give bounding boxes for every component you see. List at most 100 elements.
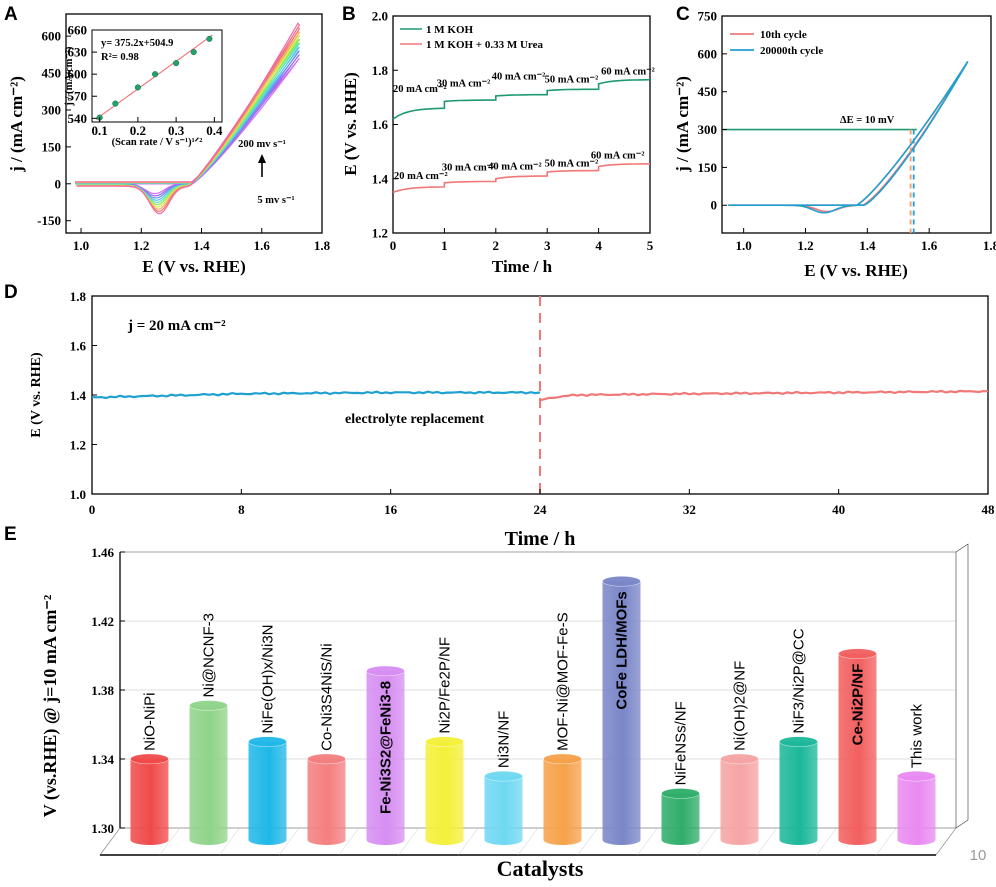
e-right-wall — [955, 543, 969, 829]
panel-a-x-label-4: 1.8 — [314, 238, 331, 253]
panel-a-y-label-5: 600 — [42, 29, 62, 44]
bar-cap-12 — [838, 648, 877, 659]
panel-b-y-label-1: 1.4 — [372, 171, 389, 186]
panel-b-x-label-0: 0 — [390, 238, 397, 253]
e-floor-line-11 — [756, 827, 778, 856]
panel-label-c: C — [676, 4, 690, 25]
category-label-8: CoFe LDH/MOFs — [614, 591, 631, 709]
series-urea-line — [392, 163, 651, 194]
series-after-line — [539, 389, 989, 402]
e-floor-line-5 — [398, 827, 419, 856]
category-label-2: NiFe(OH)x/Ni3N — [260, 625, 277, 734]
step-label-bottom-0: 20 mA cm⁻² — [394, 171, 448, 182]
panel-a-frame — [65, 13, 323, 234]
panel-b-y-label: E (V vs. RHE) — [341, 72, 360, 176]
panel-d-annotation: electrolyte replacement — [345, 412, 484, 427]
panel-e-y-label-3: 1.42 — [91, 614, 114, 629]
panel-e-y-label: V (vs.RHE) @ j=10 mA cm⁻² — [40, 595, 61, 818]
inset-point-5 — [190, 49, 197, 56]
panel-b-x-label-3: 3 — [544, 238, 551, 253]
series-before-line — [91, 390, 541, 400]
e-floor-line-2 — [219, 827, 240, 856]
panel-a-y-label-4: 450 — [42, 66, 62, 81]
panel-b-y-label-4: 2.0 — [372, 9, 388, 24]
cv-curve-9 — [75, 22, 301, 215]
panel-d-x-label-6: 48 — [982, 502, 996, 517]
panel-d-y-label-4: 1.8 — [70, 289, 87, 304]
bar-5 — [425, 741, 464, 845]
category-label-11: NiF3/Ni2P@CC — [791, 628, 808, 733]
bar-cap-13 — [897, 770, 936, 782]
panel-b-x-label-2: 2 — [493, 238, 500, 253]
panel-a-inset: 0.1 0.2 0.3 0.4 540 570 600 630 660 y= 375.2x+5… — [64, 23, 223, 149]
panel-c-x-label-3: 1.6 — [921, 238, 938, 253]
panel-b-x-label-4: 4 — [595, 238, 602, 253]
inset-y-label-3: 630 — [68, 45, 88, 60]
panel-d-y-label-0: 1.0 — [70, 487, 86, 502]
panel-d-x-label-1: 8 — [238, 502, 245, 517]
panel-c-frame — [721, 15, 992, 234]
panel-b-legend: 1 M KOH 1 M KOH + 0.33 M Urea — [400, 24, 543, 51]
inset-y-label-0: 540 — [68, 111, 88, 126]
panel-d-x-label-0: 0 — [89, 502, 96, 517]
inset-x-ticks: 0.1 0.2 0.3 0.4 — [92, 117, 223, 138]
legend-label-10th: 10th cycle — [760, 29, 807, 41]
step-label-top-2: 40 mA cm⁻² — [492, 72, 546, 83]
panel-c-legend: 10th cycle 20000th cycle — [730, 29, 823, 57]
inset-frame — [91, 29, 223, 123]
panel-d-current-label: j = 20 mA cm⁻² — [127, 318, 226, 334]
cv-curve-1 — [75, 54, 300, 197]
panel-e-y-label-4: 1.46 — [91, 545, 114, 560]
panel-a-x-label-2: 1.4 — [193, 238, 210, 253]
panel-d-x-label-3: 24 — [534, 502, 548, 517]
panel-a-x-label-3: 1.6 — [254, 238, 271, 253]
panel-b-x-label: Time / h — [492, 257, 553, 276]
panel-b-y-label-2: 1.6 — [372, 117, 389, 132]
bar-cap-0 — [130, 753, 169, 765]
panel-c-y-label-2: 300 — [698, 122, 718, 137]
inset-x-label-3: 0.4 — [206, 123, 223, 138]
inset-point-6 — [206, 35, 213, 42]
bar-cap-8 — [602, 576, 641, 587]
panel-b-y-label-3: 1.8 — [372, 63, 389, 78]
bar-cap-1 — [189, 700, 228, 711]
panel-c-y-label-5: 750 — [698, 9, 718, 24]
panel-c-y-label: j / (mA cm⁻²) — [673, 76, 692, 173]
step-label-top-3: 50 mA cm⁻² — [545, 74, 599, 85]
series-10th-cycle-line — [728, 60, 969, 213]
cv-curve-3 — [75, 46, 300, 201]
panel-e-bars — [130, 576, 936, 845]
panel-b-step-labels: 20 mA cm⁻²30 mA cm⁻²40 mA cm⁻² 50 mA cm⁻²… — [393, 66, 655, 181]
panel-b-series — [392, 78, 651, 194]
bar-cap-6 — [484, 770, 523, 782]
category-label-13: This work — [909, 704, 926, 769]
category-label-3: Co-Ni3S4NiS/Ni — [319, 643, 336, 751]
panel-a-cv-chart: 1.0 1.2 1.4 1.6 1.8 -150 0 150 300 450 600 E (V v… — [7, 13, 331, 276]
category-label-9: NiFeNSs/NF — [673, 701, 690, 785]
panel-a-y-label-2: 150 — [42, 139, 62, 154]
panel-d-y-label: E (V vs. RHE) — [29, 352, 44, 438]
panel-label-e: E — [4, 524, 17, 545]
e-floor-line-1 — [159, 827, 180, 856]
panel-c-y-label-0: 0 — [711, 198, 718, 213]
inset-point-2 — [134, 84, 141, 91]
panel-c-y-label-1: 150 — [698, 160, 718, 175]
bar-2 — [248, 741, 287, 845]
bar-cap-9 — [661, 788, 700, 799]
inset-equation: y= 375.2x+504.9 — [101, 38, 173, 49]
panel-a-x-ticks: 1.0 1.2 1.4 1.6 1.8 — [73, 228, 331, 253]
series-koh-line — [392, 78, 651, 120]
inset-y-label-2: 600 — [68, 67, 88, 82]
panel-e-y-label-1: 1.34 — [91, 752, 114, 767]
inset-point-3 — [152, 71, 159, 78]
panel-d-y-label-2: 1.4 — [70, 388, 87, 403]
bar-7 — [543, 758, 582, 845]
inset-y-label-4: 660 — [68, 23, 88, 38]
inset-y-ticks: 540 570 600 630 660 — [68, 23, 97, 126]
panel-e-y-ticks: 1.30 1.34 1.38 1.42 1.46 — [91, 545, 125, 836]
panel-a-arrow-head — [258, 154, 266, 163]
inset-x-label-2: 0.3 — [168, 123, 185, 138]
inset-x-label-1: 0.2 — [130, 123, 146, 138]
category-label-12: Ce-Ni2P/NF — [850, 664, 867, 746]
